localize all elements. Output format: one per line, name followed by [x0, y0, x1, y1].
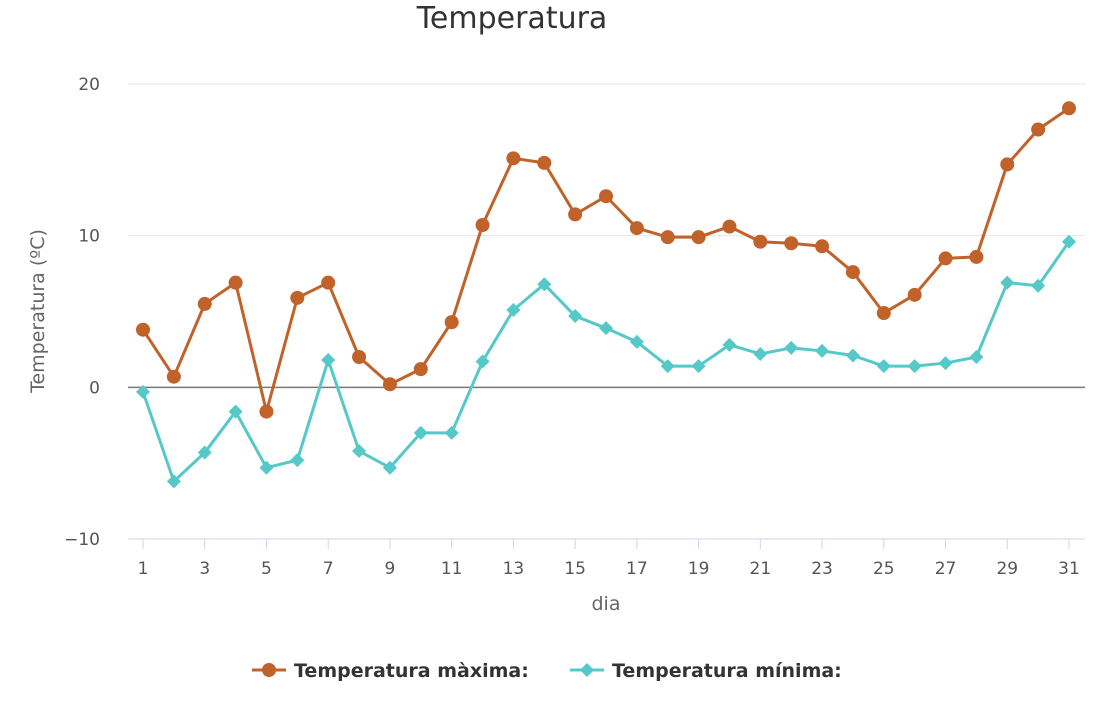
data-point [568, 309, 583, 324]
data-point [352, 444, 367, 459]
data-point [166, 474, 181, 489]
data-point [660, 230, 675, 245]
data-point [784, 236, 799, 251]
data-point [629, 221, 644, 236]
data-point [722, 219, 737, 234]
data-point [1000, 275, 1015, 290]
x-tick-label: 19 [688, 559, 710, 579]
x-axis-label: dia [592, 593, 621, 615]
legend-label: Temperatura mínima: [612, 660, 842, 682]
data-point [444, 425, 459, 440]
data-point [815, 239, 830, 254]
x-tick-label: 27 [935, 559, 957, 579]
x-tick-label: 11 [441, 559, 463, 579]
data-point [845, 348, 860, 363]
data-point [1031, 278, 1046, 293]
series-min [136, 234, 1076, 489]
series-max [136, 101, 1076, 419]
data-point [197, 296, 212, 311]
data-point [537, 155, 552, 170]
data-point [722, 337, 737, 352]
data-point [938, 251, 953, 266]
y-tick-label: 20 [78, 75, 100, 95]
data-point [580, 663, 594, 677]
data-point [382, 460, 397, 475]
data-point [382, 377, 397, 392]
data-point [537, 277, 552, 292]
x-tick-label: 23 [811, 559, 833, 579]
x-tick-label: 7 [323, 559, 334, 579]
data-point [321, 275, 336, 290]
y-tick-label: 0 [89, 378, 100, 398]
data-point [475, 218, 490, 233]
x-tick-label: 13 [503, 559, 525, 579]
chart-title: Temperatura [416, 1, 608, 36]
data-point [907, 359, 922, 374]
data-point [321, 353, 336, 368]
data-point [815, 343, 830, 358]
data-point [1062, 101, 1076, 116]
data-point [228, 404, 243, 419]
data-point [876, 359, 891, 374]
data-point [753, 346, 768, 361]
data-point [475, 354, 490, 369]
legend-item[interactable]: Temperatura màxima: [252, 660, 529, 682]
data-point [629, 334, 644, 349]
legend-item[interactable]: Temperatura mínima: [570, 660, 842, 682]
x-tick-label: 25 [873, 559, 895, 579]
x-tick-label: 3 [199, 559, 210, 579]
data-point [1062, 234, 1076, 249]
x-tick-label: 17 [626, 559, 648, 579]
data-point [1031, 122, 1046, 137]
x-tick-label: 29 [996, 559, 1018, 579]
data-point [969, 350, 984, 364]
data-point [259, 460, 274, 475]
data-point [136, 384, 150, 399]
x-tick-label: 21 [750, 559, 772, 579]
data-point [660, 359, 675, 374]
series-line [141, 107, 1070, 414]
legend-label: Temperatura màxima: [294, 660, 529, 682]
y-tick-label: 10 [78, 227, 100, 247]
data-point [444, 315, 459, 330]
x-tick-label: 15 [564, 559, 586, 579]
data-point [290, 290, 305, 305]
x-tick-label: 1 [138, 559, 149, 579]
data-point [568, 207, 583, 222]
data-point [1000, 157, 1015, 172]
data-point [228, 275, 243, 290]
y-axis-label: Temperatura (ºC) [27, 229, 49, 394]
data-point [845, 265, 860, 280]
data-point [136, 322, 150, 337]
data-point [876, 306, 891, 321]
data-point [413, 425, 428, 440]
data-point [753, 234, 768, 249]
data-point [506, 302, 521, 317]
x-tick-label: 9 [385, 559, 396, 579]
data-point [506, 151, 521, 166]
data-point [969, 249, 984, 264]
data-point [938, 356, 953, 371]
data-point [290, 453, 305, 468]
data-point [166, 369, 181, 384]
data-point [197, 445, 212, 460]
data-point [599, 189, 613, 204]
data-point [259, 404, 274, 419]
data-point [352, 350, 367, 364]
data-point [262, 663, 276, 677]
data-point [784, 340, 799, 355]
data-point [413, 362, 428, 377]
data-point [907, 287, 922, 302]
data-point [599, 321, 613, 336]
data-point [691, 230, 706, 245]
x-tick-label: 5 [261, 559, 272, 579]
y-tick-label: −10 [64, 530, 100, 550]
x-tick-label: 31 [1058, 559, 1080, 579]
data-point [691, 359, 706, 374]
